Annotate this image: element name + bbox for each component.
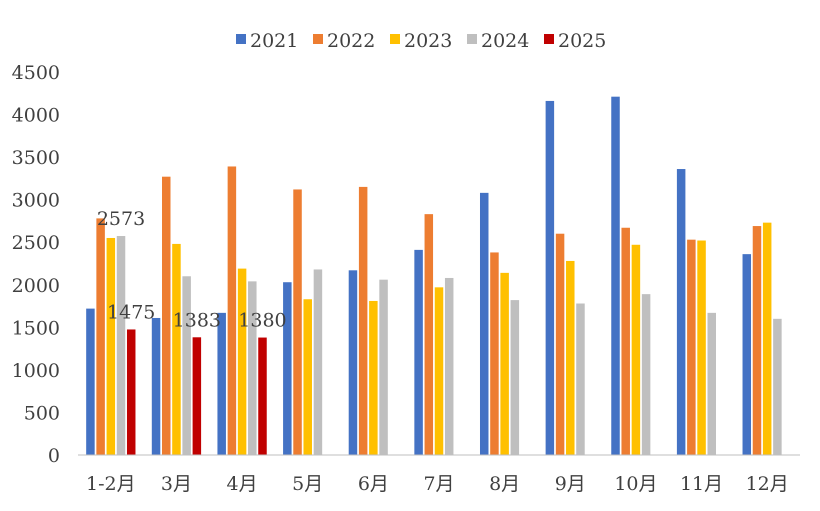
data-label: 1380 <box>238 310 286 332</box>
bar-2023-9 <box>697 240 706 455</box>
bar-2022-5 <box>424 214 434 455</box>
x-tick-label: 12月 <box>746 473 789 495</box>
x-tick-label: 10月 <box>614 473 657 495</box>
bar-2022-3 <box>293 189 302 455</box>
legend-label: 2025 <box>558 30 606 52</box>
bar-2021-1 <box>151 317 161 455</box>
bar-2023-4 <box>369 300 378 455</box>
bar-2024-1 <box>182 276 191 455</box>
bar-2024-3 <box>313 269 323 455</box>
bar-2021-7 <box>545 100 555 455</box>
legend-swatch-2021 <box>236 34 246 44</box>
bar-2023-7 <box>566 260 575 455</box>
y-tick-label: 2000 <box>12 275 60 297</box>
bar-2022-10 <box>752 226 762 455</box>
bar-2021-4 <box>348 270 358 455</box>
y-tick-label: 1000 <box>12 360 60 382</box>
y-tick-label: 3500 <box>12 147 60 169</box>
bars-layer <box>86 96 782 456</box>
x-tick-label: 1-2月 <box>86 473 136 495</box>
bar-2021-2 <box>217 312 226 455</box>
y-tick-label: 4500 <box>12 62 60 84</box>
y-tick-label: 4000 <box>12 105 60 127</box>
x-axis: 1-2月 3月 4月 5月 6月 7月 8月 9月 10月 11月 12月 <box>86 473 789 495</box>
bar-2024-0 <box>116 236 126 455</box>
bar-2024-4 <box>379 279 388 455</box>
data-label: 1475 <box>107 301 155 323</box>
legend-swatch-2024 <box>467 34 477 44</box>
x-tick-label: 6月 <box>358 473 389 495</box>
x-tick-label: 8月 <box>489 473 520 495</box>
bar-2024-7 <box>576 303 585 455</box>
bar-2025-0 <box>126 329 136 455</box>
y-tick-label: 2500 <box>12 232 60 254</box>
y-tick-label: 3000 <box>12 190 60 212</box>
legend-swatch-2023 <box>390 34 400 44</box>
legend-swatch-2025 <box>544 34 554 44</box>
bar-2023-2 <box>237 268 247 455</box>
x-tick-label: 3月 <box>161 473 192 495</box>
bar-2022-0 <box>96 218 105 455</box>
bar-2021-8 <box>611 96 620 456</box>
bar-2022-7 <box>555 233 565 455</box>
bar-2024-8 <box>641 294 651 455</box>
data-label: 1383 <box>173 309 221 331</box>
bar-2022-4 <box>358 186 368 455</box>
bar-2023-10 <box>762 222 772 455</box>
legend-label: 2024 <box>481 30 529 52</box>
bar-2022-8 <box>621 227 630 455</box>
data-label: 2573 <box>97 208 145 230</box>
bar-2023-6 <box>500 272 509 455</box>
bar-2021-9 <box>676 169 686 455</box>
x-tick-label: 4月 <box>227 473 258 495</box>
bar-2021-3 <box>283 282 292 455</box>
bar-2024-2 <box>248 281 257 455</box>
x-tick-label: 7月 <box>423 473 454 495</box>
bar-2024-6 <box>510 300 520 455</box>
bar-2022-1 <box>162 176 171 455</box>
bar-2021-6 <box>479 192 489 456</box>
legend: 2021 2022 2023 2024 2025 <box>236 30 606 52</box>
bar-2025-2 <box>258 337 267 455</box>
bar-2025-1 <box>192 337 202 455</box>
y-tick-label: 500 <box>24 402 60 424</box>
bar-2022-9 <box>687 239 696 455</box>
x-tick-label: 11月 <box>680 473 723 495</box>
bar-2023-5 <box>434 287 444 455</box>
legend-label: 2021 <box>250 30 298 52</box>
legend-label: 2023 <box>404 30 452 52</box>
y-tick-label: 0 <box>48 445 60 467</box>
data-labels-layer: 2573 1475 1383 1380 <box>97 208 287 332</box>
bar-2024-10 <box>773 318 782 455</box>
bar-2022-6 <box>490 252 499 455</box>
bar-2023-0 <box>106 237 116 455</box>
bar-2022-2 <box>227 166 237 455</box>
bar-2023-8 <box>631 244 641 455</box>
x-tick-label: 9月 <box>555 473 586 495</box>
bar-2024-5 <box>444 277 454 455</box>
x-tick-label: 5月 <box>292 473 323 495</box>
y-tick-label: 1500 <box>12 317 60 339</box>
y-axis: 0 500 1000 1500 2000 2500 3000 3500 4000 4500 <box>12 62 60 467</box>
bar-2023-1 <box>172 243 181 455</box>
bar-2021-5 <box>414 249 423 455</box>
bar-2024-9 <box>707 312 716 455</box>
legend-label: 2022 <box>327 30 375 52</box>
bar-2023-3 <box>303 299 312 455</box>
bar-2021-10 <box>742 254 752 455</box>
bar-2021-0 <box>86 308 95 455</box>
legend-swatch-2022 <box>313 34 323 44</box>
